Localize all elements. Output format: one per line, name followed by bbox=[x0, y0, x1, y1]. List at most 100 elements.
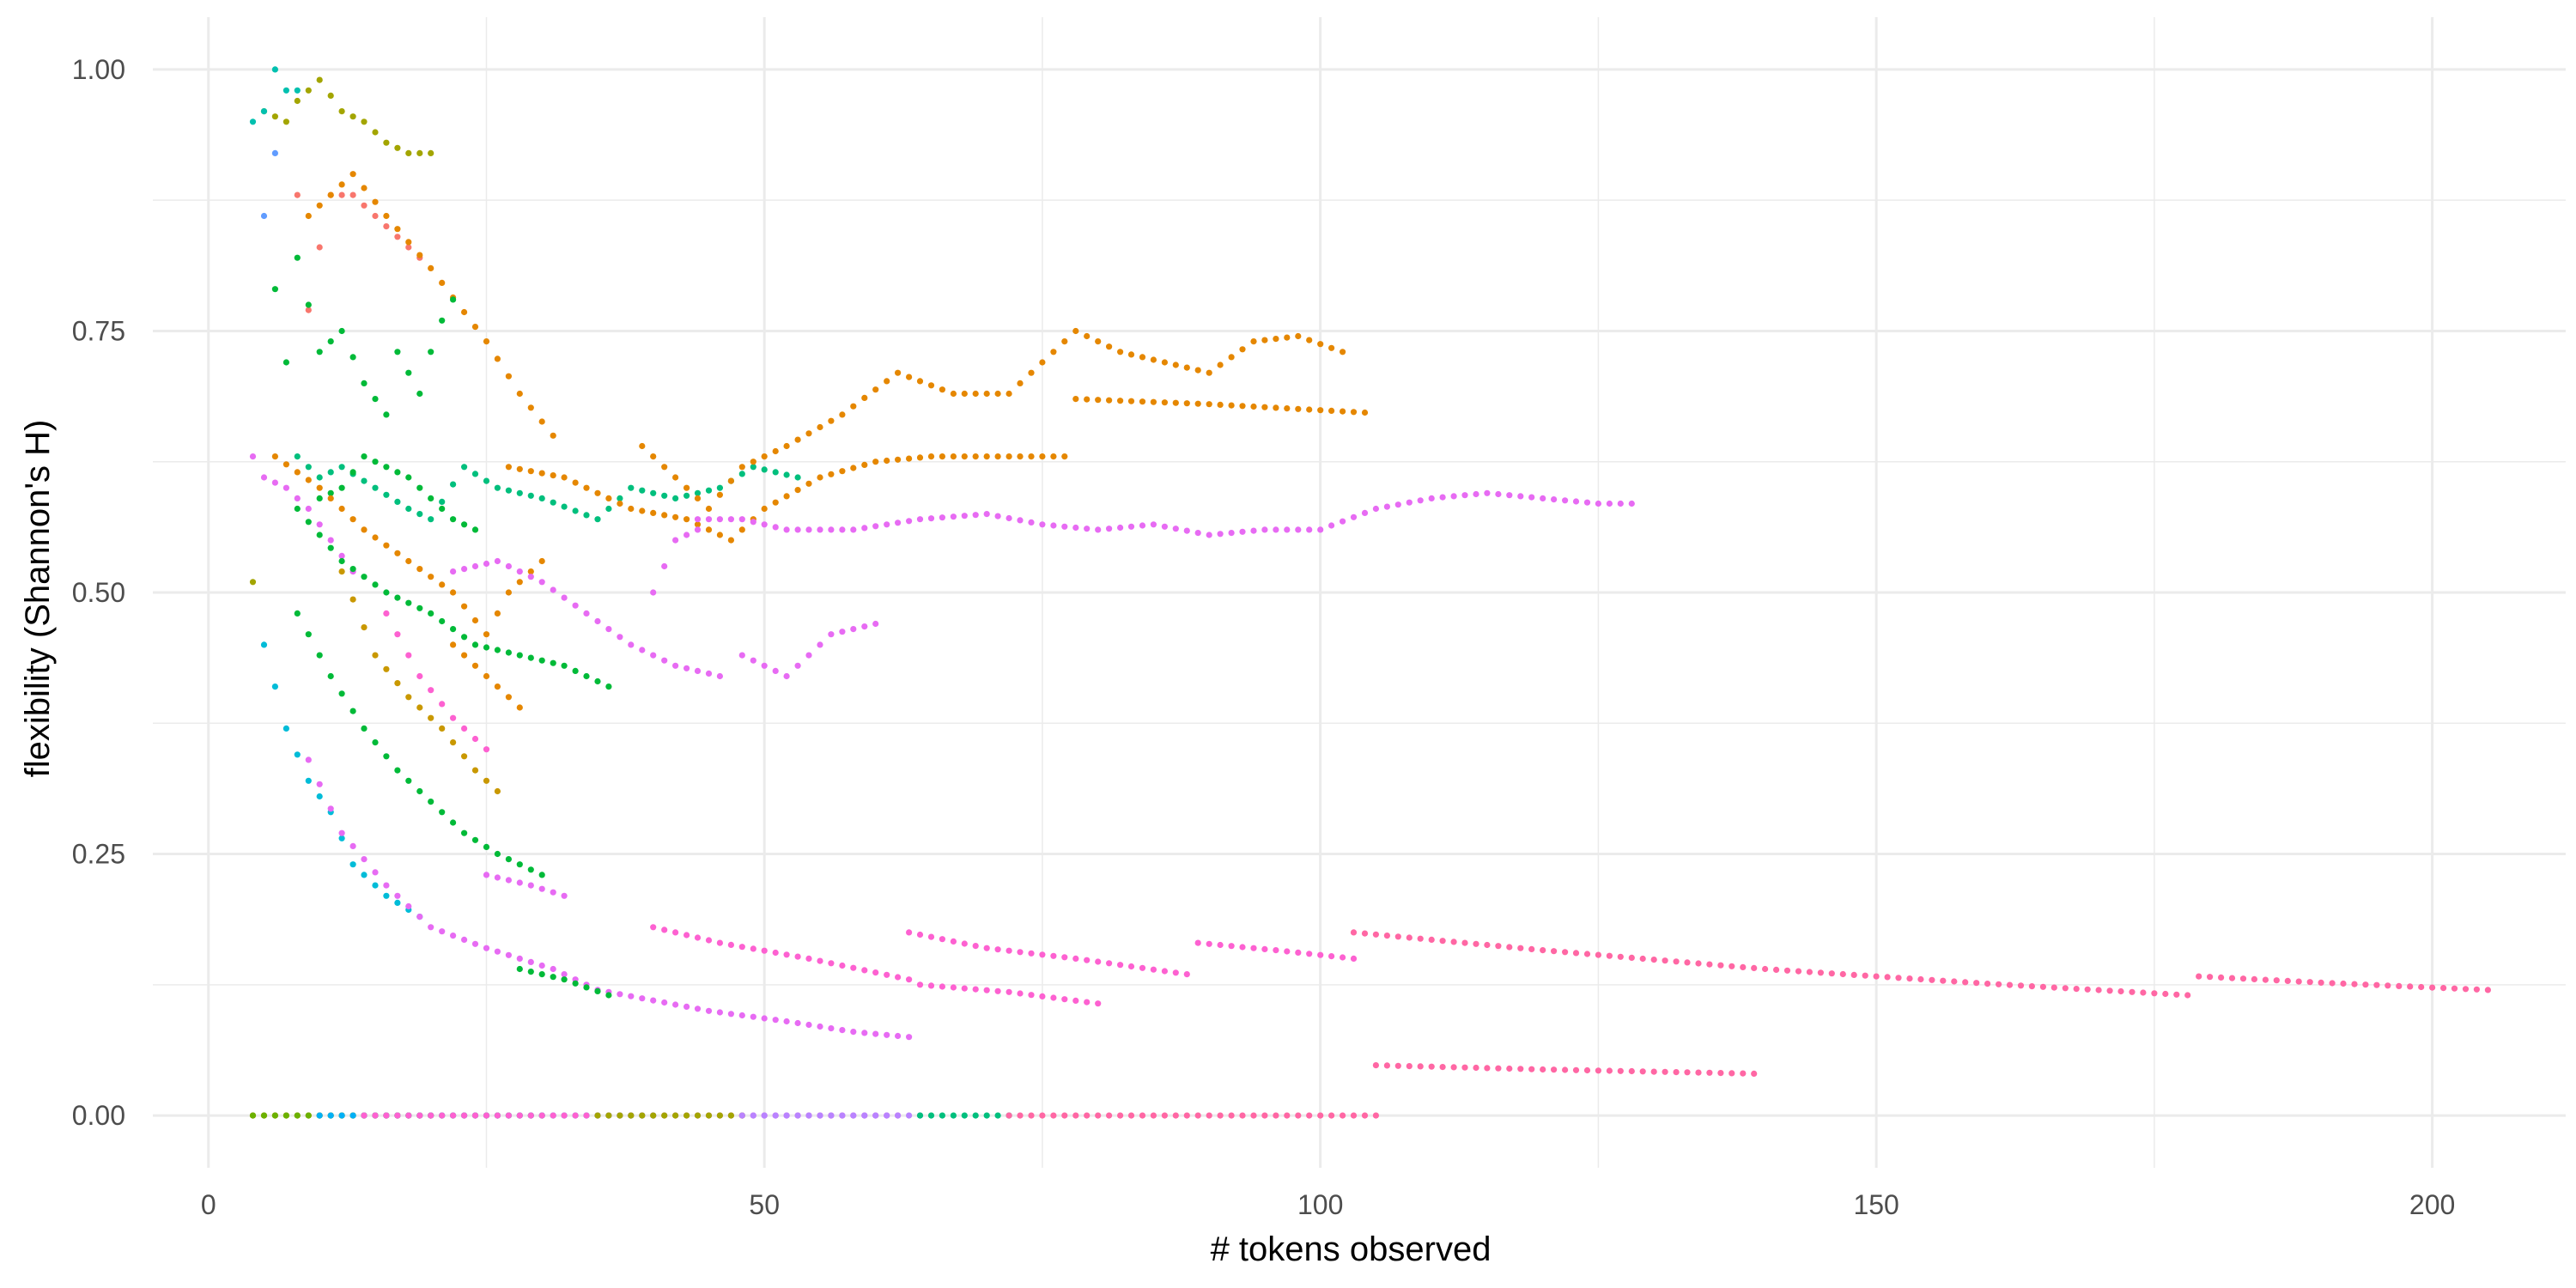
data-point bbox=[494, 850, 501, 858]
data-point bbox=[505, 487, 513, 494]
data-point bbox=[494, 787, 501, 795]
data-point bbox=[1340, 349, 1346, 355]
data-point bbox=[1206, 532, 1212, 538]
data-point bbox=[249, 1112, 257, 1119]
data-point bbox=[861, 1030, 868, 1036]
data-point bbox=[828, 471, 835, 477]
data-point bbox=[372, 534, 379, 541]
data-point bbox=[872, 459, 879, 465]
data-point bbox=[1361, 409, 1369, 416]
data-point bbox=[639, 1112, 646, 1119]
data-point bbox=[461, 308, 468, 316]
data-point bbox=[561, 503, 568, 510]
data-point bbox=[1028, 950, 1035, 957]
data-point bbox=[872, 1112, 879, 1119]
data-point bbox=[761, 505, 768, 513]
data-point bbox=[271, 149, 278, 156]
data-point bbox=[1228, 530, 1235, 537]
data-point bbox=[2407, 983, 2414, 990]
data-point bbox=[1572, 498, 1580, 505]
data-point bbox=[271, 453, 278, 460]
data-point bbox=[794, 474, 801, 481]
data-point bbox=[394, 469, 401, 476]
data-point bbox=[1139, 354, 1146, 361]
data-point bbox=[605, 1112, 612, 1119]
data-point bbox=[1762, 965, 1769, 973]
data-point bbox=[805, 526, 812, 533]
data-point bbox=[294, 254, 301, 261]
data-point bbox=[516, 879, 523, 886]
data-point bbox=[1239, 1112, 1246, 1119]
data-point bbox=[527, 404, 534, 411]
data-point bbox=[1050, 952, 1057, 959]
data-point bbox=[516, 1112, 523, 1119]
data-point bbox=[1517, 945, 1524, 951]
data-point bbox=[1228, 943, 1235, 950]
data-point bbox=[828, 526, 835, 533]
data-point bbox=[884, 378, 890, 385]
data-point bbox=[828, 631, 835, 638]
data-point bbox=[661, 657, 668, 664]
data-point bbox=[972, 453, 979, 460]
series-12 bbox=[305, 171, 556, 439]
data-point bbox=[338, 552, 345, 560]
data-point bbox=[305, 301, 312, 308]
data-point bbox=[305, 1112, 312, 1119]
data-point bbox=[1017, 1112, 1024, 1119]
series-36 bbox=[916, 981, 1102, 1007]
data-point bbox=[1439, 1064, 1446, 1071]
data-point bbox=[1039, 521, 1046, 528]
data-point bbox=[906, 1112, 913, 1119]
data-point bbox=[327, 489, 334, 496]
data-point bbox=[1261, 945, 1268, 952]
data-point bbox=[594, 489, 601, 496]
data-point bbox=[1039, 359, 1046, 366]
data-point bbox=[383, 223, 390, 230]
data-point bbox=[1361, 509, 1369, 517]
data-point bbox=[1583, 1066, 1591, 1074]
data-point bbox=[1273, 526, 1279, 533]
data-point bbox=[1383, 933, 1390, 939]
data-point bbox=[1628, 1067, 1635, 1075]
y-tick-label: 0.00 bbox=[72, 1100, 125, 1131]
data-point bbox=[2050, 984, 2057, 991]
grid-lines bbox=[153, 17, 2566, 1168]
data-point bbox=[316, 244, 323, 251]
data-point bbox=[405, 557, 412, 565]
data-point bbox=[1328, 344, 1335, 351]
data-point bbox=[294, 505, 301, 513]
data-point bbox=[1639, 1068, 1646, 1075]
data-point bbox=[428, 149, 434, 156]
data-point bbox=[271, 683, 278, 690]
data-point bbox=[372, 198, 379, 205]
data-point bbox=[583, 610, 590, 617]
data-point bbox=[305, 212, 312, 220]
data-point bbox=[1172, 969, 1179, 976]
data-point bbox=[516, 390, 523, 398]
data-point bbox=[1095, 958, 1102, 965]
data-point bbox=[1261, 526, 1268, 533]
data-point bbox=[271, 1112, 278, 1119]
data-point bbox=[884, 1112, 890, 1119]
data-point bbox=[872, 620, 879, 628]
data-point bbox=[1005, 514, 1012, 522]
data-point bbox=[505, 877, 513, 884]
data-point bbox=[1005, 1112, 1012, 1119]
data-point bbox=[405, 239, 412, 246]
data-point bbox=[1005, 947, 1012, 954]
data-point bbox=[1317, 341, 1324, 348]
data-point bbox=[1050, 994, 1057, 1001]
data-point bbox=[361, 185, 368, 191]
data-point bbox=[705, 505, 713, 513]
data-point bbox=[1183, 364, 1190, 371]
data-point bbox=[416, 787, 423, 795]
data-point bbox=[727, 941, 735, 948]
data-point bbox=[950, 938, 957, 945]
data-point bbox=[1117, 524, 1124, 532]
data-point bbox=[1284, 1112, 1291, 1119]
data-point bbox=[494, 557, 501, 565]
data-point bbox=[1340, 408, 1346, 415]
series-33 bbox=[516, 965, 612, 999]
data-point bbox=[1873, 973, 1880, 980]
data-point bbox=[1495, 1065, 1502, 1072]
